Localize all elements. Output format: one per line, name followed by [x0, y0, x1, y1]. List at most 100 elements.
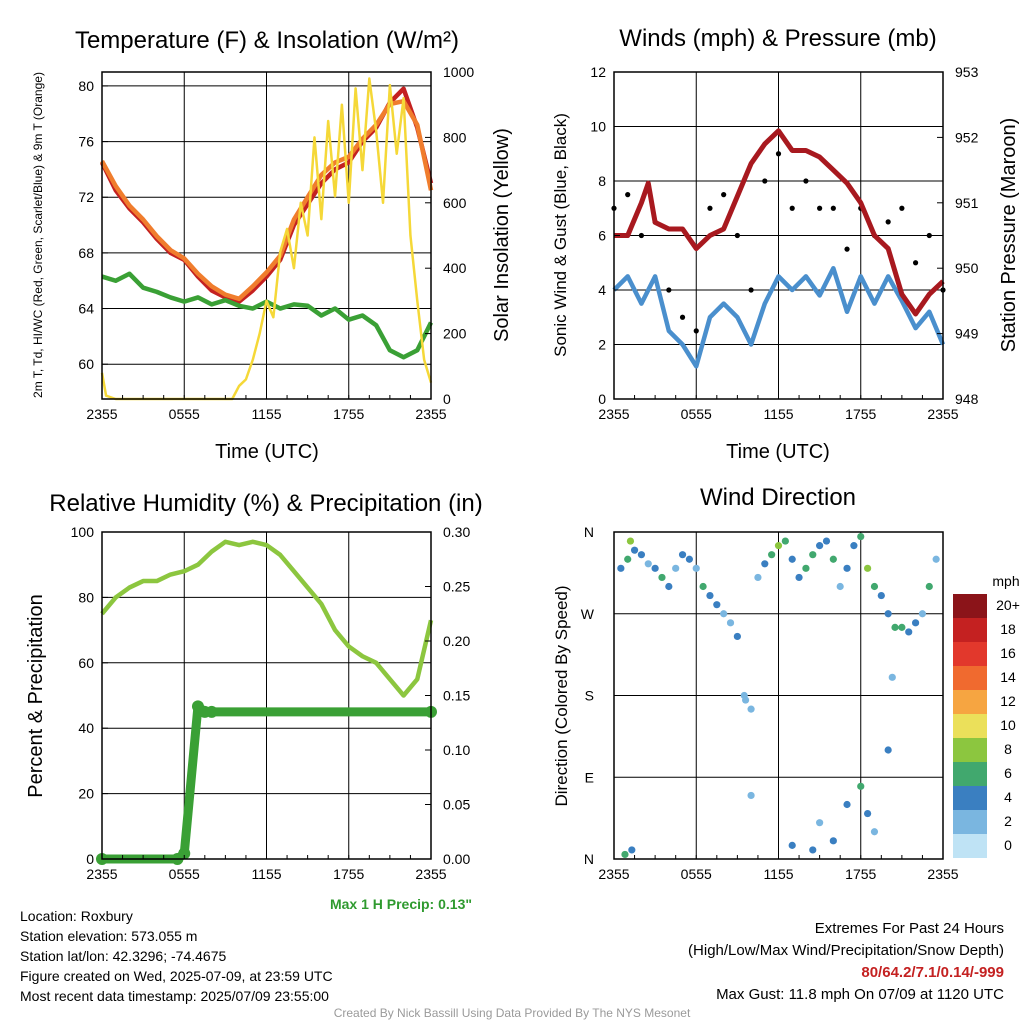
direction-point: [795, 573, 803, 582]
colorbar-swatch: [953, 618, 987, 642]
direction-point: [672, 564, 680, 572]
y-tick-label-right: 0.00: [443, 851, 470, 867]
colorbar-title: mph: [992, 573, 1019, 589]
direction-point: [857, 532, 865, 541]
direction-point: [692, 564, 700, 572]
direction-point: [809, 846, 817, 854]
direction-point: [617, 564, 625, 572]
y-tick-label-right: 0: [443, 391, 451, 407]
direction-point: [624, 555, 632, 563]
max-gust-text: Max Gust: 11.8 mph On 07/09 at 1120 UTC: [716, 986, 1004, 1003]
colorbar-swatch: [953, 594, 987, 618]
direction-point: [637, 551, 646, 559]
x-tick-label: 2355: [86, 866, 117, 882]
gust-point: [912, 260, 919, 266]
y-tick-label-right: 948: [955, 391, 979, 407]
direction-point: [877, 591, 885, 600]
colorbar-swatch: [953, 690, 987, 714]
y-tick-label-left: 72: [78, 189, 94, 205]
colorbar-label: 20+: [996, 597, 1020, 613]
gust-point: [734, 232, 740, 239]
winds-title: Winds (mph) & Pressure (mb): [619, 25, 936, 52]
y-tick-label-left: 4: [598, 282, 606, 298]
winds-ylabel-right: Station Pressure (Maroon): [998, 118, 1020, 353]
humidity-title: Relative Humidity (%) & Precipitation (i…: [49, 490, 482, 517]
y-tick-label-right: 0.25: [443, 579, 470, 595]
y-tick-label-right: 800: [443, 129, 467, 145]
gust-point: [638, 232, 645, 239]
series-line-2: [614, 128, 945, 317]
direction-point: [822, 537, 831, 545]
y-tick-label-right: 1000: [443, 64, 474, 80]
direction-point: [870, 828, 879, 836]
x-tick-label: 1755: [333, 866, 364, 882]
y-tick-label-left: 80: [78, 78, 94, 94]
winds-series: [611, 128, 946, 369]
y-tick-label-right: 0.10: [443, 742, 470, 758]
colorbar-label: 16: [1000, 645, 1016, 661]
y-tick-label-left: 80: [78, 589, 94, 605]
direction-point: [781, 537, 789, 545]
y-tick-label-left: 2: [598, 337, 606, 353]
direction-point: [809, 551, 817, 559]
direction-point: [932, 555, 940, 563]
direction-point: [726, 619, 735, 627]
direction-point: [733, 632, 741, 641]
direction-point: [621, 850, 629, 859]
speed-colorbar: 20+ 18 16 14 12 10 8 6 4 2 0: [953, 594, 1020, 858]
gust-point: [679, 314, 686, 320]
gust-point: [748, 287, 754, 293]
series-line-0: [100, 539, 434, 698]
gust-point: [721, 192, 727, 198]
y-tick-label-right: 400: [443, 260, 467, 276]
x-tick-label: 0555: [169, 866, 200, 882]
y-tick-label-right: 200: [443, 326, 467, 342]
colorbar-swatch: [953, 786, 987, 810]
colorbar-label: 4: [1004, 789, 1012, 805]
y-tick-label-right: 0.30: [443, 524, 470, 540]
y-tick-label-left: S: [585, 688, 594, 704]
gust-point: [775, 151, 782, 157]
x-tick-label: 1155: [763, 406, 793, 422]
colorbar-label: 0: [1004, 837, 1012, 853]
gust-point: [817, 205, 823, 211]
y-tick-label-right: 953: [955, 64, 979, 80]
y-tick-label-right: 0.05: [443, 797, 470, 813]
direction-point: [918, 610, 927, 618]
direction-point: [685, 555, 693, 563]
direction-point: [658, 573, 666, 582]
direction-point: [884, 610, 892, 618]
humidity-panel: Relative Humidity (%) & Precipitation (i…: [25, 490, 483, 882]
colorbar-label: 14: [1000, 669, 1016, 685]
direction-point: [843, 564, 851, 572]
direction-point: [628, 846, 636, 854]
temperature-grid: [102, 72, 431, 399]
y-tick-label-left: N: [584, 524, 594, 540]
y-tick-label-left: 6: [598, 228, 606, 244]
gust-point: [707, 205, 713, 211]
gust-point: [762, 178, 768, 184]
direction-title: Wind Direction: [700, 484, 856, 511]
y-tick-label-right: 600: [443, 195, 467, 211]
temperature-xlabel: Time (UTC): [215, 441, 319, 463]
temperature-ticks: 2355 0555 1155 1755 235560646872768002004006…: [78, 64, 474, 422]
temperature-ylabel-left: 2m T, Td, HI/WC (Red, Green, Scarlet/Blu…: [31, 72, 45, 398]
gust-point: [830, 205, 836, 211]
direction-point: [816, 819, 824, 827]
x-tick-label: 0555: [681, 866, 712, 882]
colorbar-swatch: [953, 762, 987, 786]
colorbar-swatch: [953, 714, 987, 738]
direction-point: [864, 564, 872, 572]
gust-point: [803, 178, 809, 184]
elevation-text: Station elevation: 573.055 m: [20, 928, 198, 944]
created-text: Figure created on Wed, 2025-07-09, at 23…: [20, 968, 333, 984]
colorbar-swatch: [953, 666, 987, 690]
y-tick-label-left: 100: [71, 524, 95, 540]
colorbar-swatch: [953, 738, 987, 762]
x-tick-label: 2355: [598, 406, 629, 422]
direction-point: [651, 564, 659, 572]
direction-point: [768, 551, 776, 559]
direction-point: [829, 837, 837, 845]
y-tick-label-left: 20: [78, 786, 94, 802]
